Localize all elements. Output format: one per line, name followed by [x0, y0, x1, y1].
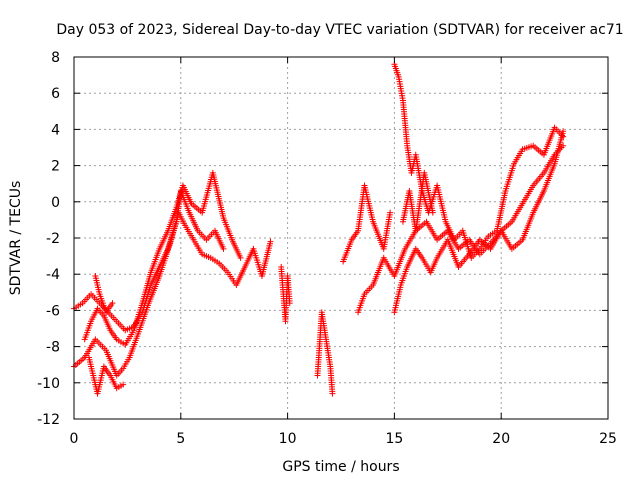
series-track-g — [314, 309, 336, 397]
x-tick-label: 15 — [385, 431, 403, 447]
data-point-marker — [560, 128, 567, 135]
x-tick-label: 0 — [70, 431, 79, 447]
x-axis-label: GPS time / hours — [282, 459, 399, 475]
series-track-e — [92, 273, 116, 316]
data-point-marker — [329, 390, 336, 397]
x-tick-label: 10 — [279, 431, 297, 447]
y-tick-label: -10 — [37, 376, 60, 392]
y-tick-label: -6 — [46, 303, 60, 319]
series-track-l — [399, 169, 436, 234]
data-point-marker — [387, 209, 394, 216]
data-point-marker — [120, 381, 127, 388]
y-tick-label: 8 — [51, 50, 60, 66]
series-track-b — [71, 187, 227, 334]
data-point-marker — [560, 142, 567, 149]
y-axis-label: SDTVAR / TECUs — [8, 181, 24, 296]
y-tick-label: -8 — [46, 340, 60, 356]
grid — [74, 57, 608, 419]
y-tick-label: 0 — [51, 195, 60, 211]
data-points — [71, 61, 567, 397]
y-tick-label: 4 — [51, 122, 60, 138]
data-point-marker — [429, 209, 436, 216]
series-track-c — [81, 169, 244, 348]
data-point-marker — [237, 254, 244, 261]
series-track-j — [391, 61, 567, 261]
x-tick-label: 25 — [599, 431, 617, 447]
axis-ticks: 0 5 10 15 20 25 -12 -10 -8 -6 -4 -2 0 2 4 6 8 — [37, 50, 617, 447]
y-tick-label: 6 — [51, 86, 60, 102]
series-track-k — [391, 128, 567, 316]
chart-title: Day 053 of 2023, Sidereal Day-to-day VTE… — [56, 22, 623, 38]
series-track-d — [85, 354, 127, 397]
data-point-marker — [220, 245, 227, 252]
x-tick-label: 20 — [492, 431, 510, 447]
data-point-marker — [286, 300, 293, 307]
data-point-marker — [109, 300, 116, 307]
y-tick-label: 2 — [51, 159, 60, 175]
y-tick-label: -2 — [46, 231, 60, 247]
series-track-h — [340, 182, 394, 265]
series-track-f — [278, 263, 293, 325]
y-tick-label: -12 — [37, 412, 60, 428]
x-tick-label: 5 — [176, 431, 185, 447]
data-point-marker — [267, 238, 274, 245]
y-tick-label: -4 — [46, 267, 60, 283]
